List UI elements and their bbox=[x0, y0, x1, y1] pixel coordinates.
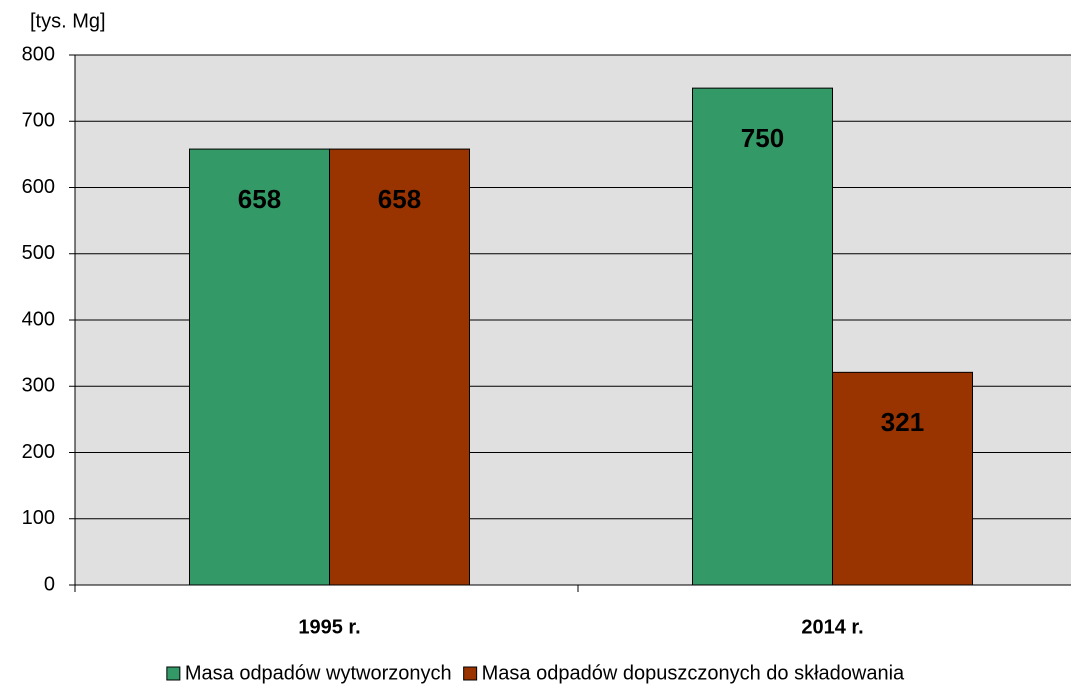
y-tick-label: 400 bbox=[22, 308, 55, 330]
data-label: 750 bbox=[741, 123, 784, 153]
y-tick-label: 800 bbox=[22, 43, 55, 65]
data-label: 658 bbox=[378, 184, 421, 214]
y-tick-label: 500 bbox=[22, 242, 55, 264]
x-tick-label: 2014 r. bbox=[801, 616, 863, 638]
legend: Masa odpadów wytworzonych Masa odpadów do… bbox=[166, 662, 905, 684]
y-tick-label: 100 bbox=[22, 507, 55, 529]
y-tick-label: 300 bbox=[22, 375, 55, 397]
legend-swatch bbox=[166, 666, 181, 681]
legend-label: Masa odpadów wytworzonych bbox=[185, 662, 452, 684]
y-tick-label: 700 bbox=[22, 110, 55, 132]
data-label: 658 bbox=[238, 184, 281, 214]
bar bbox=[692, 87, 833, 586]
y-axis-label: [tys. Mg] bbox=[30, 10, 106, 32]
bar bbox=[189, 148, 330, 586]
y-tick-label: 0 bbox=[44, 573, 55, 595]
data-label: 321 bbox=[881, 407, 924, 437]
bar bbox=[832, 371, 973, 586]
legend-label: Masa odpadów dopuszczonych do składowani… bbox=[482, 662, 905, 684]
x-tick-label: 1995 r. bbox=[298, 616, 360, 638]
bar bbox=[329, 148, 470, 586]
y-tick-label: 600 bbox=[22, 176, 55, 198]
y-tick-label: 200 bbox=[22, 441, 55, 463]
legend-swatch bbox=[463, 666, 478, 681]
